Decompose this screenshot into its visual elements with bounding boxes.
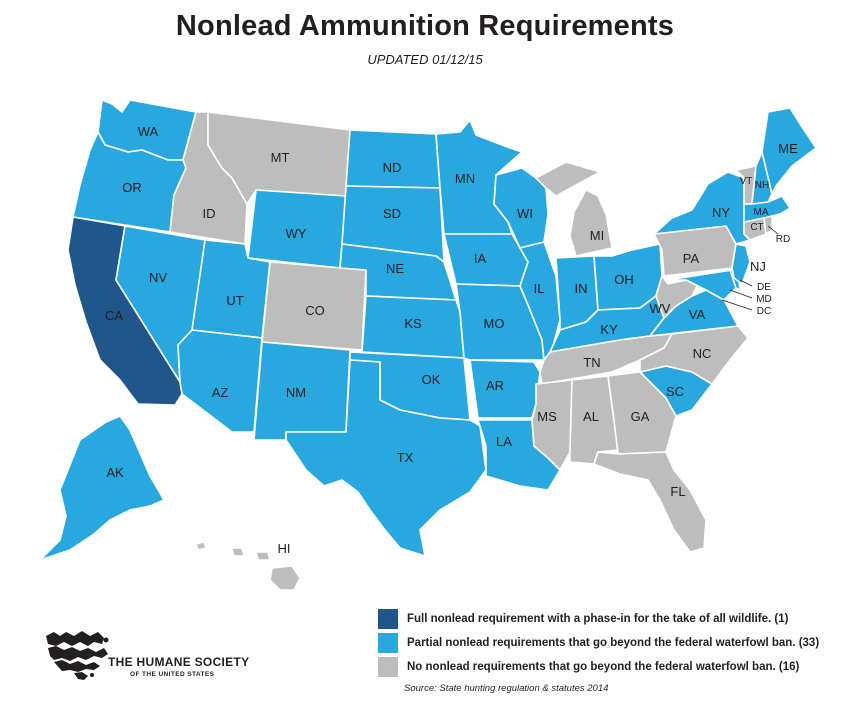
state-label-mt: MT: [271, 150, 290, 165]
state-ak[interactable]: [39, 415, 165, 561]
state-wi[interactable]: [493, 167, 549, 249]
state-label-ca: CA: [105, 308, 123, 323]
label-leader-lines: [721, 225, 779, 311]
legend-label-partial: Partial nonlead requirements that go bey…: [407, 637, 820, 649]
page-title: Nonlead Ammunition Requirements: [175, 10, 675, 42]
state-label-pa: PA: [683, 251, 700, 266]
state-mi[interactable]: [535, 161, 613, 257]
state-nd[interactable]: [345, 129, 441, 189]
state-label-wy: WY: [286, 226, 307, 241]
state-label-md: MD: [756, 294, 772, 305]
state-label-wv: WV: [650, 301, 671, 316]
state-label-me: ME: [778, 141, 798, 156]
state-label-nj: NJ: [750, 259, 766, 274]
state-label-nh: NH: [755, 180, 769, 191]
legend-item-full: Full nonlead requirement with a phase-in…: [378, 609, 789, 629]
state-label-nm: NM: [286, 385, 306, 400]
state-label-wi: WI: [517, 206, 533, 221]
page-subtitle: UPDATED 01/12/15: [367, 52, 483, 67]
state-label-ri: RD: [776, 234, 790, 245]
state-label-sd: SD: [383, 206, 401, 221]
legend-item-partial: Partial nonlead requirements that go bey…: [378, 633, 820, 653]
state-label-az: AZ: [212, 385, 229, 400]
state-fl[interactable]: [593, 451, 707, 553]
state-label-dc: DC: [757, 306, 771, 317]
state-label-al: AL: [583, 409, 599, 424]
state-label-de: DE: [757, 282, 771, 293]
state-ar[interactable]: [469, 359, 541, 419]
state-label-ne: NE: [386, 261, 404, 276]
state-label-ks: KS: [404, 316, 422, 331]
legend-label-full: Full nonlead requirement with a phase-in…: [407, 613, 789, 625]
state-label-mn: MN: [455, 171, 475, 186]
legend-swatch-partial: [378, 633, 398, 653]
state-nj[interactable]: [731, 243, 751, 285]
state-label-mo: MO: [484, 316, 505, 331]
state-ri[interactable]: [763, 215, 773, 235]
legend-label-none: No nonlead requirements that go beyond t…: [407, 661, 800, 673]
state-label-nv: NV: [149, 270, 167, 285]
state-label-vt: VT: [740, 176, 753, 187]
state-tx[interactable]: [285, 359, 487, 557]
state-label-nc: NC: [693, 346, 712, 361]
state-hi[interactable]: [195, 541, 301, 591]
state-label-hi: HI: [278, 541, 291, 556]
state-label-la: LA: [496, 434, 512, 449]
state-label-ct: CT: [750, 222, 763, 233]
state-label-wa: WA: [138, 124, 159, 139]
state-label-nd: ND: [383, 160, 402, 175]
state-label-tx: TX: [397, 450, 414, 465]
animal-silhouettes-usa-map-icon: [46, 631, 109, 680]
state-label-or: OR: [122, 180, 142, 195]
state-label-ga: GA: [631, 409, 650, 424]
state-nh[interactable]: [751, 151, 773, 205]
state-label-ky: KY: [600, 322, 618, 337]
state-label-sc: SC: [666, 384, 684, 399]
state-label-fl: FL: [670, 484, 685, 499]
state-label-co: CO: [305, 303, 325, 318]
legend-item-none: No nonlead requirements that go beyond t…: [378, 657, 800, 677]
org-subname: OF THE UNITED STATES: [130, 671, 215, 678]
state-az[interactable]: [177, 329, 263, 433]
state-nc[interactable]: [639, 325, 749, 385]
state-label-ar: AR: [486, 378, 504, 393]
state-vt[interactable]: [735, 165, 757, 205]
state-me[interactable]: [761, 107, 817, 195]
state-label-ut: UT: [226, 293, 243, 308]
legend-swatch-none: [378, 657, 398, 677]
source-note: Source: State hunting regulation & statu…: [404, 683, 609, 694]
state-label-ma: MA: [754, 207, 769, 218]
state-label-oh: OH: [614, 272, 634, 287]
state-label-va: VA: [689, 307, 706, 322]
state-label-id: ID: [203, 206, 216, 221]
state-label-ia: IA: [474, 251, 487, 266]
legend-swatch-full: [378, 609, 398, 629]
state-label-ms: MS: [537, 409, 557, 424]
state-label-il: IL: [534, 281, 545, 296]
org-name: THE HUMANE SOCIETY: [108, 655, 250, 669]
state-label-ak: AK: [106, 465, 124, 480]
state-label-in: IN: [575, 281, 588, 296]
state-label-mi: MI: [590, 228, 604, 243]
state-ma[interactable]: [743, 195, 791, 223]
state-label-tn: TN: [583, 355, 600, 370]
state-label-ok: OK: [422, 372, 441, 387]
state-label-ny: NY: [712, 205, 730, 220]
